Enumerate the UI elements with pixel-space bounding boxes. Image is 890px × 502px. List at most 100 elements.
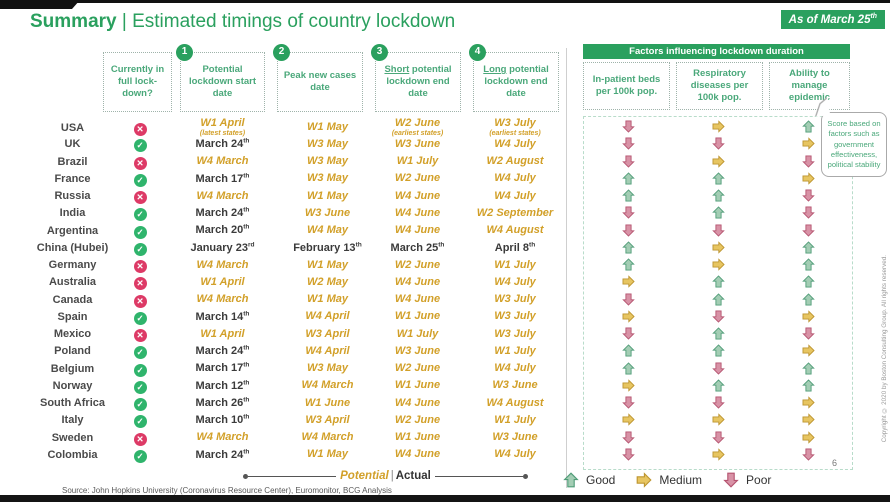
good-arrow-icon	[621, 344, 635, 357]
medium-arrow-icon	[622, 310, 635, 323]
factor-arrow-row	[583, 256, 853, 273]
short-date-cell: W2 June	[370, 173, 465, 184]
start-date-cell: March 14th	[160, 310, 285, 323]
date-text: March 24th	[195, 447, 250, 461]
lockdown-status: ✓	[120, 394, 160, 412]
long-date-cell: W2 August	[465, 156, 565, 167]
start-date-cell: March 10th	[160, 414, 285, 426]
table-row: UK ✓ March 24th W3 May W3 June W4 July	[25, 135, 570, 153]
bottom-edge-bar	[0, 495, 890, 502]
good-arrow-icon	[711, 189, 725, 202]
factor-arrow-grid	[583, 118, 853, 463]
date-text: W3 July	[494, 327, 536, 340]
col-header-peak-date: 2 Peak new cases date	[273, 44, 363, 112]
lockdown-status: ✕	[120, 256, 160, 274]
factor-arrow-row	[583, 394, 853, 411]
short-underlined: Short	[384, 64, 410, 76]
step-2-badge: 2	[273, 44, 290, 61]
lockdown-status: ✕	[120, 119, 160, 137]
date-text: W1 April	[200, 275, 245, 288]
peak-date-cell: W1 May	[285, 122, 370, 133]
medium-arrow-icon	[802, 137, 815, 151]
start-date-cell: March 24th	[160, 138, 285, 150]
date-text: W3 July	[494, 117, 536, 129]
good-arrow-icon	[621, 361, 635, 375]
table-row: Mexico ✕ W1 April W3 April W1 July W3 July	[25, 325, 570, 342]
date-ordinal: th	[355, 240, 362, 248]
factor-cell	[583, 327, 673, 340]
factor-cell	[763, 189, 853, 202]
lockdown-status: ✕	[120, 291, 160, 309]
long-rest: potential lockdown end date	[484, 64, 549, 99]
lockdown-status: ✓	[120, 239, 160, 257]
country-label: Canada	[52, 293, 93, 306]
table-row: Australia ✕ W1 April W2 May W4 June W4 July	[25, 273, 570, 291]
peak-date-cell: W4 May	[285, 225, 370, 236]
medium-arrow-icon	[636, 472, 652, 488]
title-text: Estimated timings of country lockdown	[132, 11, 456, 32]
date-ordinal: th	[438, 240, 445, 248]
factor-arrow-row	[583, 222, 853, 239]
good-arrow-icon	[801, 379, 815, 392]
date-text: W3 June	[394, 344, 441, 357]
short-date-cell: W1 July	[370, 156, 465, 167]
factor-arrow-row	[583, 170, 853, 187]
table-row: Canada ✕ W4 March W1 May W4 June W3 July	[25, 291, 570, 308]
col-header-long-label: Long potential lockdown end date	[477, 64, 555, 100]
peak-date-cell: W3 June	[285, 207, 370, 219]
start-date-cell: W4 March	[160, 190, 285, 202]
date-text: W2 June	[394, 362, 441, 374]
poor-arrow-icon	[723, 472, 739, 488]
date-text: W3 May	[307, 155, 348, 167]
date-text: W1 July	[396, 327, 439, 340]
date-text: W4 June	[394, 206, 441, 219]
date-text: W4 June	[394, 275, 441, 288]
factor-cell	[763, 206, 853, 220]
date-text: W1 June	[394, 379, 441, 392]
table-row: Germany ✕ W4 March W1 May W2 June W1 July	[25, 256, 570, 273]
poor-arrow-icon	[801, 189, 815, 202]
date-text: W4 July	[494, 189, 536, 202]
title-keyword: Summary	[30, 11, 117, 32]
date-text: W3 June	[492, 431, 538, 443]
legend-good: Good	[586, 473, 616, 487]
long-date-cell: W3 July	[465, 327, 565, 340]
date-note: (earliest states)	[391, 130, 444, 137]
factor-arrow-row	[583, 291, 853, 308]
good-arrow-icon	[711, 344, 725, 357]
legend-left-line	[248, 475, 337, 477]
country-label: South Africa	[40, 397, 105, 409]
short-date-cell: W1 June	[370, 311, 465, 322]
cross-icon: ✕	[133, 277, 147, 291]
factor-cell	[763, 310, 853, 323]
good-arrow-icon	[711, 172, 725, 185]
step-3-badge: 3	[371, 44, 388, 61]
factor-cell	[673, 206, 763, 219]
table-row: Belgium ✓ March 17th W3 May W2 June W4 July	[25, 360, 570, 377]
date-text: W4 June	[394, 448, 441, 461]
country-label: Norway	[52, 379, 93, 392]
date-text: January 23rd	[190, 240, 255, 254]
long-date-cell: W1 July	[465, 259, 565, 271]
legend-divider: |	[390, 470, 394, 482]
date-text: W1 July	[396, 155, 439, 167]
factor-arrow-row	[583, 429, 853, 446]
peak-date-cell: W1 May	[285, 259, 370, 271]
date-ordinal: th	[243, 206, 250, 214]
long-date-cell: April 8th	[465, 241, 565, 254]
long-date-cell: W4 July	[465, 276, 565, 288]
factor-cell	[673, 154, 763, 168]
factor-header-beds: In-patient beds per 100k pop.	[583, 62, 670, 110]
country-label: China (Hubei)	[36, 241, 109, 254]
arrow-legend: Good Medium Poor	[563, 472, 785, 488]
good-arrow-icon	[621, 172, 635, 185]
factor-header-ability: Ability to manage epidemic	[769, 62, 850, 110]
date-text: W1 June	[394, 431, 441, 443]
medium-arrow-icon	[712, 120, 725, 133]
country-label: Sweden	[51, 431, 94, 444]
factor-cell	[583, 379, 673, 392]
factor-cell	[763, 344, 853, 358]
col-header-start-label: Potential lockdown start date	[188, 64, 257, 99]
factor-cell	[583, 241, 673, 254]
cross-icon: ✕	[133, 260, 147, 273]
